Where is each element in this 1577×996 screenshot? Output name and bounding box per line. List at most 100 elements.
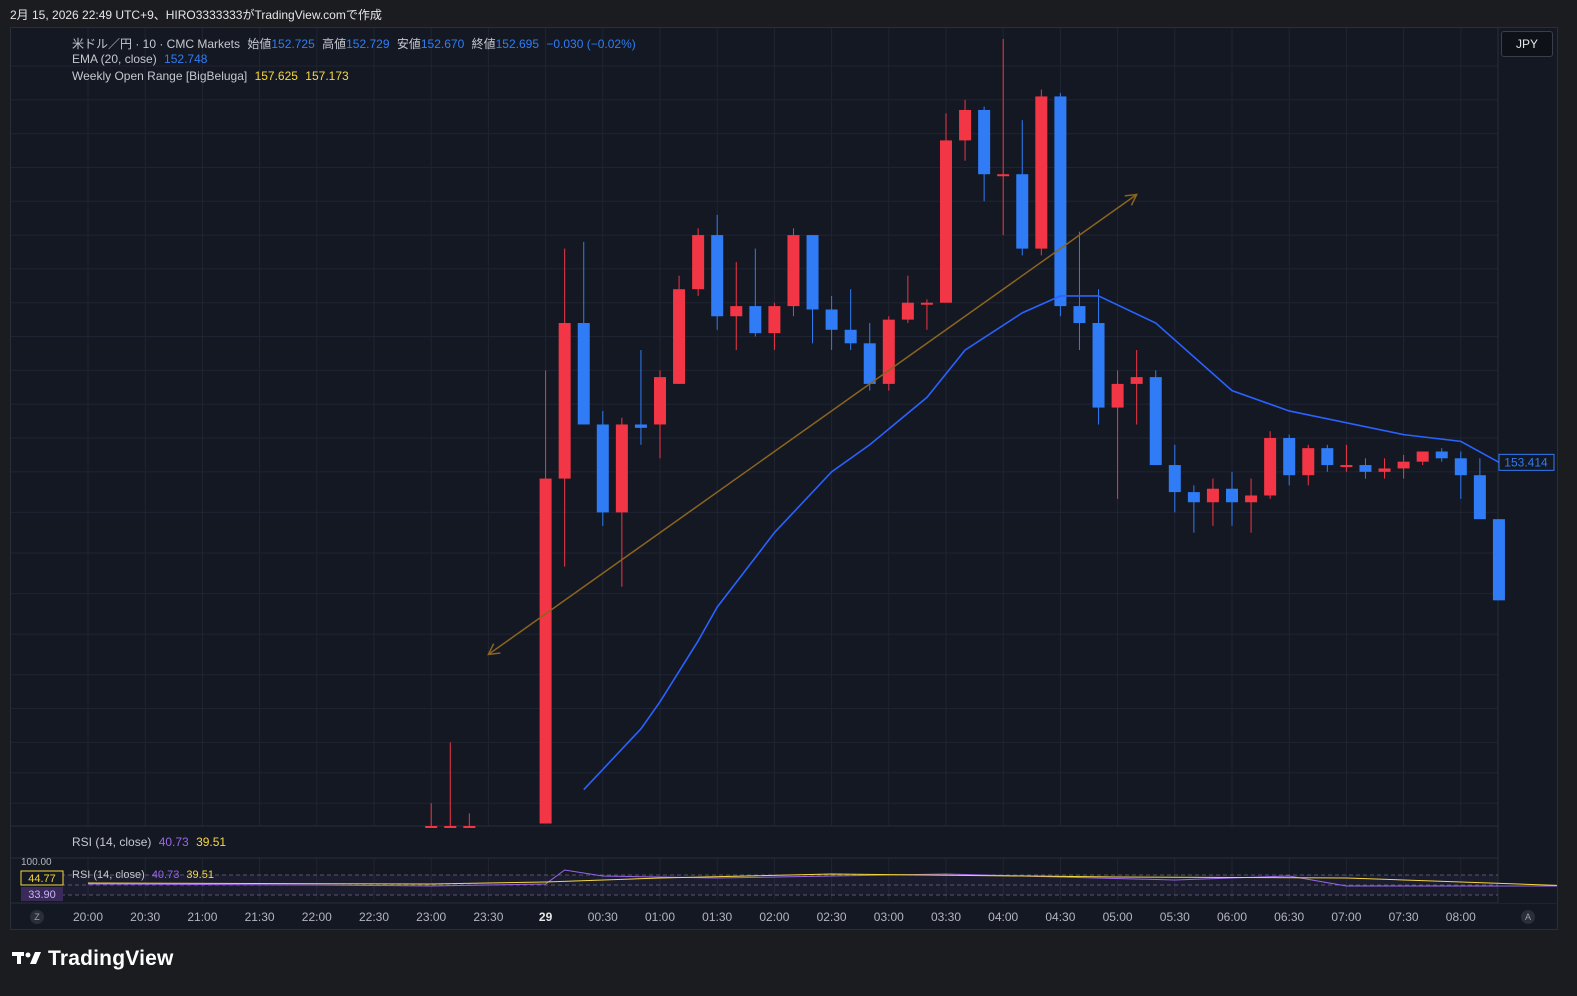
candle-body xyxy=(444,826,457,828)
candle xyxy=(1283,434,1296,486)
candle-body xyxy=(1206,488,1219,503)
candle-body xyxy=(425,826,438,828)
timezone-z-button[interactable]: Z xyxy=(30,910,44,924)
candle-body xyxy=(596,424,609,513)
x-axis-tick-label: 20:30 xyxy=(130,910,160,924)
candle xyxy=(539,370,552,824)
x-axis-tick-label: 22:30 xyxy=(359,910,389,924)
legend-high: 152.729 xyxy=(346,37,390,51)
chart-frame[interactable]: 154.000153.950153.900153.850153.800153.7… xyxy=(10,27,1558,930)
candle xyxy=(615,417,628,587)
candle xyxy=(463,813,476,828)
rsi-tag2: 33.90 xyxy=(28,889,56,901)
rsi-band-fill xyxy=(61,875,1498,895)
candle-body xyxy=(1283,438,1296,476)
ema-label: EMA (20, close) xyxy=(72,52,157,66)
candle-body xyxy=(1397,461,1410,469)
x-axis-tick-label: 29 xyxy=(539,910,553,924)
ema-value: 152.748 xyxy=(164,52,208,66)
candle xyxy=(901,275,914,324)
candle-body xyxy=(1359,465,1372,472)
candle-body xyxy=(1245,495,1258,503)
candle xyxy=(1226,471,1238,526)
plot-background xyxy=(11,28,1498,826)
legend-rsi-mini[interactable]: RSI (14, close) 40.73 39.51 xyxy=(72,869,218,881)
candle xyxy=(692,228,705,296)
x-axis-tick-label: 23:30 xyxy=(473,910,503,924)
tradingview-mark-icon xyxy=(12,947,42,971)
candle-body xyxy=(863,343,876,384)
candle xyxy=(673,275,686,384)
candle-body xyxy=(1340,465,1353,468)
legend-weekly-open-range[interactable]: Weekly Open Range [BigBeluga] 157.625 15… xyxy=(72,69,353,83)
candle-body xyxy=(959,109,972,141)
chart-caption: 2月 15, 2026 22:49 UTC+9、HIRO3333333がTrad… xyxy=(10,8,382,22)
candle-body xyxy=(634,424,647,428)
currency-button[interactable]: JPY xyxy=(1501,31,1553,57)
chart-canvas[interactable]: 154.000153.950153.900153.850153.800153.7… xyxy=(11,28,1557,929)
x-axis-tick-label: 06:00 xyxy=(1217,910,1247,924)
legend-open-label: 始値 xyxy=(247,37,272,51)
x-axis-tick-label: 08:00 xyxy=(1446,910,1476,924)
legend-change: −0.030 (−0.02%) xyxy=(546,37,636,51)
rsi-mini-ma: 39.51 xyxy=(186,869,214,881)
candle xyxy=(1130,350,1143,425)
candle-body xyxy=(577,323,590,425)
auto-scale-button[interactable]: A xyxy=(1521,910,1535,924)
candle-body xyxy=(730,306,743,317)
rsi-tag2-bg xyxy=(21,887,63,901)
legend-ema[interactable]: EMA (20, close) 152.748 xyxy=(72,52,211,66)
candle xyxy=(1054,93,1067,317)
x-axis-tick-label: 03:00 xyxy=(874,910,904,924)
candle-body xyxy=(692,235,705,290)
candle-body xyxy=(1473,475,1486,520)
candle xyxy=(787,228,800,317)
candle-body xyxy=(463,826,476,828)
candle-body xyxy=(558,323,571,479)
candle-body xyxy=(844,329,857,344)
candle xyxy=(1092,289,1105,425)
candle-body xyxy=(1187,492,1200,503)
candle xyxy=(558,248,571,567)
candle xyxy=(1359,458,1372,479)
candle xyxy=(1073,231,1086,351)
candle xyxy=(711,214,724,330)
rsi-label: RSI (14, close) xyxy=(72,835,152,849)
x-axis-tick-label: 04:30 xyxy=(1045,910,1075,924)
candle-body xyxy=(1168,465,1181,493)
candle xyxy=(844,289,857,351)
legend-open: 152.725 xyxy=(271,37,315,51)
candle-body xyxy=(1302,448,1315,476)
x-axis-tick-label: 05:00 xyxy=(1103,910,1133,924)
candle-body xyxy=(1454,458,1467,476)
candle xyxy=(1435,448,1448,462)
candle xyxy=(749,248,762,337)
x-axis-tick-label: 23:00 xyxy=(416,910,446,924)
legend-rsi-pane[interactable]: RSI (14, close) 40.73 39.51 xyxy=(72,835,230,849)
candle-body xyxy=(1035,96,1048,249)
candle-body xyxy=(1073,306,1086,324)
candle xyxy=(1397,454,1410,479)
candle-body xyxy=(940,140,952,303)
tradingview-brand-text: TradingView xyxy=(48,947,174,970)
candle-body xyxy=(1016,174,1029,249)
candle xyxy=(1016,120,1029,256)
candle-body xyxy=(1378,468,1391,472)
candle xyxy=(444,742,457,828)
candle-body xyxy=(806,235,819,310)
candle-body xyxy=(539,478,552,824)
candle xyxy=(1264,431,1277,499)
candle-body xyxy=(1321,448,1334,466)
rsi-ma-line xyxy=(87,873,1557,886)
candle-body xyxy=(1130,377,1143,384)
x-axis-tick-label: 22:00 xyxy=(302,910,332,924)
legend-symbol[interactable]: 米ドル／円 · 10 · CMC Markets xyxy=(72,37,241,51)
x-axis-tick-label: 21:00 xyxy=(187,910,217,924)
ema-line xyxy=(583,295,1500,791)
candle xyxy=(806,235,819,344)
candle-body xyxy=(1492,519,1505,601)
candle-body xyxy=(825,309,838,330)
candle-body xyxy=(997,174,1010,177)
tradingview-logo: TradingView xyxy=(12,947,174,971)
candle xyxy=(1416,451,1429,466)
